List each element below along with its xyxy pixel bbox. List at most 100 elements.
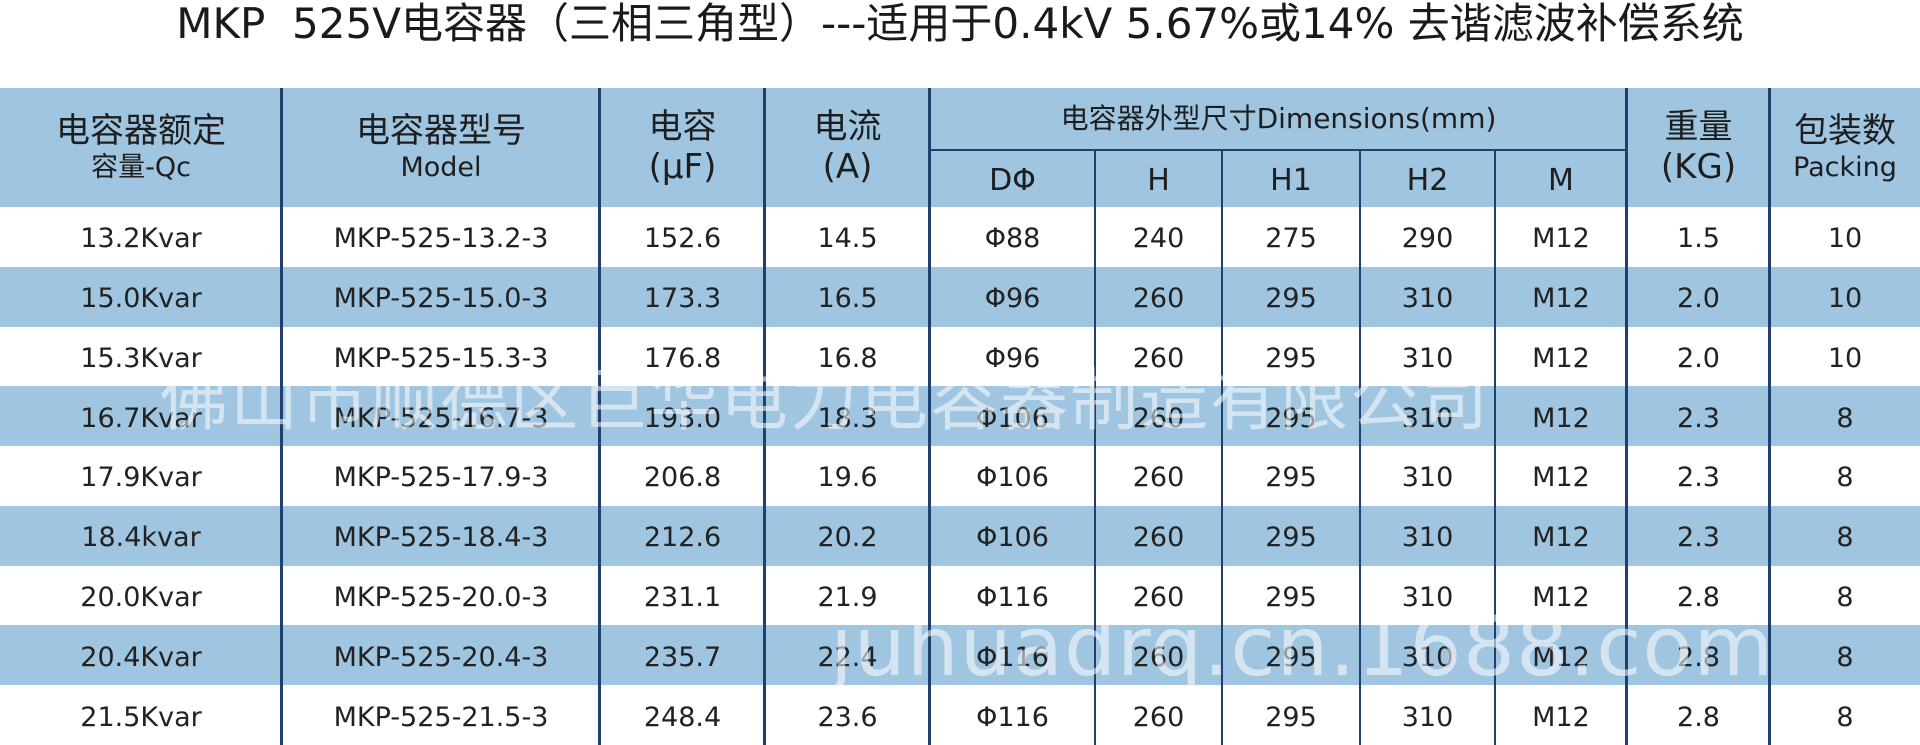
column-separator	[1768, 88, 1771, 745]
header-text: 容量-Qc	[91, 151, 191, 183]
table-cell: M12	[1495, 207, 1627, 267]
cell-text: Φ96	[984, 342, 1041, 374]
table-cell: MKP-525-18.4-3	[282, 506, 600, 566]
cell-text: 2.0	[1677, 283, 1720, 315]
cell-text: MKP-525-15.3-3	[333, 342, 549, 374]
cell-text: M12	[1532, 283, 1590, 315]
table-cell: 8	[1770, 506, 1920, 566]
header-text: 电流	[813, 107, 882, 148]
cell-text: 310	[1401, 701, 1454, 733]
table-row: 15.3Kvar MKP-525-15.3-3 176.8 16.8 Φ96 260 295…	[0, 326, 1920, 387]
table-cell: 295	[1222, 267, 1360, 327]
table-cell: 260	[1095, 566, 1222, 626]
table-cell: 290	[1360, 207, 1495, 267]
header-text: 重量	[1664, 107, 1733, 148]
table-cell: 18.4kvar	[0, 506, 282, 566]
header-text: 电容	[648, 107, 717, 148]
table-cell: Φ106	[930, 506, 1095, 566]
table-cell: 23.6	[765, 685, 930, 745]
cell-text: 17.9Kvar	[80, 462, 202, 494]
cell-text: 8	[1836, 582, 1854, 614]
table-cell: 275	[1222, 207, 1360, 267]
table-cell: MKP-525-15.3-3	[282, 327, 600, 387]
cell-text: 295	[1265, 462, 1317, 494]
column-separator	[598, 88, 601, 745]
cell-text: 2.3	[1677, 462, 1720, 494]
cell-text: 260	[1132, 701, 1185, 733]
cell-text: M12	[1532, 522, 1590, 554]
column-separator	[1094, 150, 1096, 745]
header-text: H	[1147, 163, 1170, 199]
table-cell: 206.8	[600, 446, 765, 506]
table-cell: 310	[1360, 685, 1495, 745]
cell-text: Φ116	[976, 641, 1049, 673]
table-cell: 20.2	[765, 506, 930, 566]
header-cell: 包装数 Packing	[1770, 88, 1920, 207]
table-cell: 295	[1222, 685, 1360, 745]
header-text: DΦ	[989, 163, 1036, 199]
header-text: 电容器外型尺寸Dimensions(mm)	[1060, 101, 1497, 135]
table-cell: MKP-525-20.4-3	[282, 625, 600, 685]
table-cell: 260	[1095, 685, 1222, 745]
table-cell: 2.3	[1627, 386, 1770, 446]
cell-text: 310	[1401, 342, 1454, 374]
table-cell: 310	[1360, 506, 1495, 566]
header-text: Model	[400, 151, 482, 183]
cell-text: Φ88	[984, 223, 1041, 255]
table-cell: Φ116	[930, 685, 1095, 745]
cell-text: MKP-525-17.9-3	[333, 462, 549, 494]
cell-text: 2.8	[1677, 701, 1720, 733]
table-cell: 14.5	[765, 207, 930, 267]
table-cell: 2.8	[1627, 685, 1770, 745]
cell-text: M12	[1532, 223, 1590, 255]
cell-text: 295	[1265, 522, 1317, 554]
table-row: 21.5Kvar MKP-525-21.5-3 248.4 23.6 Φ116 260 29…	[0, 685, 1920, 745]
cell-text: 14.5	[817, 223, 878, 255]
table-cell: M12	[1495, 685, 1627, 745]
header-text: 包装数	[1794, 111, 1896, 152]
table-cell: 20.0Kvar	[0, 566, 282, 626]
table-cell: 2.0	[1627, 327, 1770, 387]
cell-text: 275	[1265, 223, 1317, 255]
table-cell: 1.5	[1627, 207, 1770, 267]
cell-text: Φ116	[976, 701, 1049, 733]
table-cell: Φ88	[930, 207, 1095, 267]
cell-text: 15.0Kvar	[80, 283, 202, 315]
cell-text: 8	[1836, 641, 1854, 673]
table-row: 18.4kvar MKP-525-18.4-3 212.6 20.2 Φ106 260 29…	[0, 505, 1920, 566]
table-cell: 18.3	[765, 386, 930, 446]
cell-text: 310	[1401, 522, 1454, 554]
table-cell: 10	[1770, 207, 1920, 267]
header-cell: DΦ	[930, 150, 1095, 207]
header-text: 电容器额定	[56, 111, 226, 152]
cell-text: 295	[1265, 701, 1317, 733]
cell-text: 21.9	[817, 582, 878, 614]
cell-text: M12	[1532, 582, 1590, 614]
cell-text: MKP-525-13.2-3	[333, 223, 549, 255]
table-cell: 21.5Kvar	[0, 685, 282, 745]
table-cell: 2.8	[1627, 625, 1770, 685]
table-cell: Φ96	[930, 267, 1095, 327]
cell-text: 152.6	[643, 223, 722, 255]
cell-text: M12	[1532, 342, 1590, 374]
cell-text: 23.6	[817, 701, 878, 733]
table-row: 16.7Kvar MKP-525-16.7-3 193.0 18.3 Φ106 260 29…	[0, 386, 1920, 447]
column-separator	[1494, 150, 1496, 745]
cell-text: 295	[1265, 582, 1317, 614]
table-cell: M12	[1495, 386, 1627, 446]
cell-text: 16.5	[817, 283, 878, 315]
cell-text: MKP-525-18.4-3	[333, 522, 549, 554]
table-cell: 310	[1360, 446, 1495, 506]
table-cell: 8	[1770, 566, 1920, 626]
header-text: M	[1548, 163, 1574, 199]
cell-text: Φ96	[984, 283, 1041, 315]
cell-text: 310	[1401, 402, 1454, 434]
table-cell: 15.3Kvar	[0, 327, 282, 387]
table-cell: 212.6	[600, 506, 765, 566]
cell-text: 290	[1401, 223, 1454, 255]
cell-text: 173.3	[643, 283, 722, 315]
cell-text: Φ106	[976, 522, 1049, 554]
table-cell: M12	[1495, 506, 1627, 566]
column-separator	[763, 88, 766, 745]
